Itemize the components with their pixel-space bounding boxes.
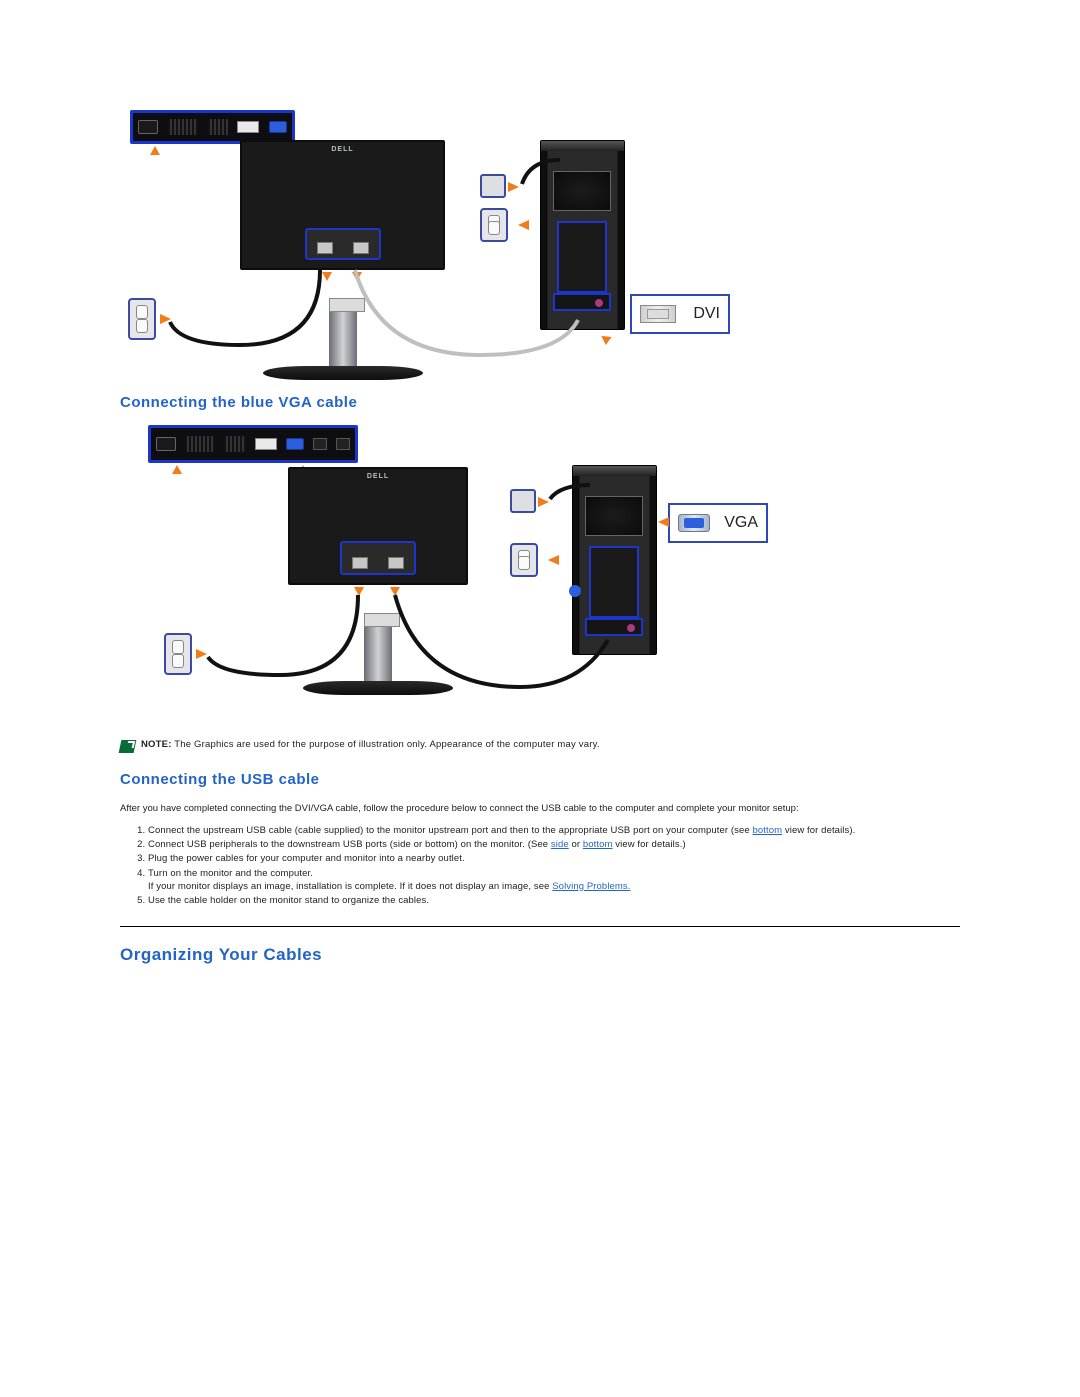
arrow-icon	[658, 517, 669, 527]
power-plug-callout	[480, 174, 506, 198]
monitor-back-illustration	[288, 467, 468, 695]
heading-connecting-usb: Connecting the USB cable	[120, 771, 960, 788]
note-body: The Graphics are used for the purpose of…	[174, 739, 599, 750]
step-2: Connect USB peripherals to the downstrea…	[148, 838, 960, 851]
note-text: NOTE: The Graphics are used for the purp…	[141, 739, 600, 750]
diagram-dvi-connection: DVI	[120, 110, 960, 370]
wall-outlet-callout	[480, 208, 508, 242]
arrow-icon	[196, 649, 207, 659]
arrow-icon	[508, 182, 519, 192]
arrow-icon	[518, 220, 529, 230]
dvi-connector-icon	[640, 305, 676, 323]
arrow-icon	[354, 587, 364, 596]
arrow-icon	[352, 272, 362, 281]
note-icon	[119, 740, 137, 753]
arrow-icon	[548, 555, 559, 565]
vga-connector-callout: VGA	[668, 503, 768, 543]
link-bottom-view[interactable]: bottom	[583, 839, 613, 850]
horizontal-rule	[120, 926, 960, 927]
connector-label: DVI	[693, 305, 720, 323]
monitor-port-bar-inset	[148, 425, 358, 463]
step-3: Plug the power cables for your computer …	[148, 852, 960, 865]
wall-outlet-callout	[510, 543, 538, 577]
monitor-back-illustration	[240, 140, 445, 380]
arrow-icon	[150, 146, 160, 155]
arrow-icon	[160, 314, 171, 324]
wall-outlet-callout	[164, 633, 192, 675]
connector-label: VGA	[724, 514, 758, 532]
arrow-icon	[172, 465, 182, 474]
diagram-vga-connection: VGA	[120, 425, 960, 715]
cable-paths	[120, 425, 860, 715]
link-solving-problems[interactable]: Solving Problems.	[552, 881, 630, 892]
link-bottom-view[interactable]: bottom	[753, 825, 783, 836]
heading-organizing-cables: Organizing Your Cables	[120, 945, 960, 965]
usb-intro-paragraph: After you have completed connecting the …	[120, 802, 960, 816]
arrow-icon	[390, 587, 400, 596]
desktop-tower-illustration	[540, 140, 625, 330]
desktop-tower-illustration	[572, 465, 657, 655]
power-plug-callout	[510, 489, 536, 513]
wall-outlet-callout	[128, 298, 156, 340]
link-side-view[interactable]: side	[551, 839, 569, 850]
heading-connecting-vga: Connecting the blue VGA cable	[120, 394, 960, 411]
usb-steps-list: Connect the upstream USB cable (cable su…	[148, 824, 960, 908]
step-4: Turn on the monitor and the computer. If…	[148, 867, 960, 894]
note-callout: NOTE: The Graphics are used for the purp…	[120, 739, 960, 753]
note-label: NOTE:	[141, 739, 172, 750]
arrow-icon	[322, 272, 332, 281]
step-5: Use the cable holder on the monitor stan…	[148, 894, 960, 907]
document-page: DVI Connecting the blue VGA cable	[0, 0, 1080, 1397]
dvi-connector-callout: DVI	[630, 294, 730, 334]
arrow-icon	[598, 332, 611, 345]
arrow-icon	[538, 497, 549, 507]
monitor-port-bar-inset	[130, 110, 295, 144]
step-1: Connect the upstream USB cable (cable su…	[148, 824, 960, 837]
vga-connector-icon	[678, 514, 710, 532]
